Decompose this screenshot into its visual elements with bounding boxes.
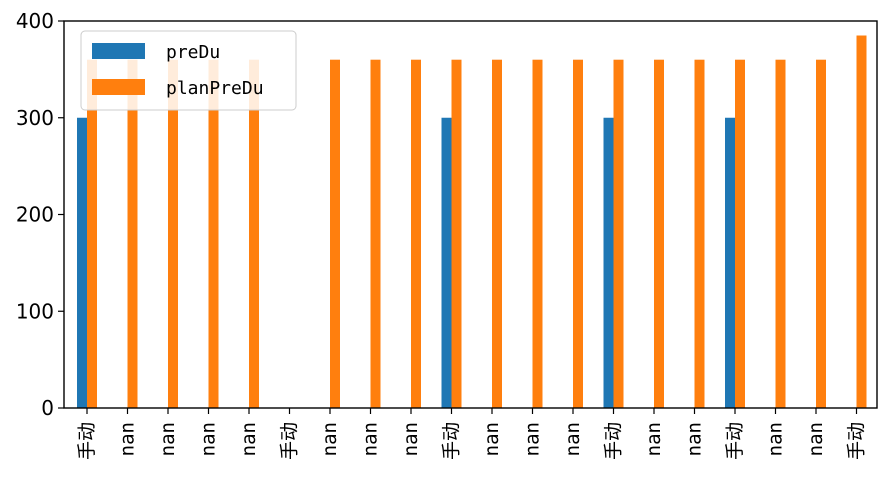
bar-planpredu-11 [532, 59, 543, 408]
x-tick-label: nan [360, 422, 382, 456]
x-tick-label: nan [522, 422, 544, 456]
bar-planpredu-13 [613, 59, 624, 408]
bar-predu-0 [77, 117, 87, 408]
bar-planpredu-3 [208, 59, 219, 408]
x-tick-label: nan [198, 422, 220, 456]
x-tick-label: 手动 [603, 422, 625, 460]
bar-planpredu-8 [411, 59, 421, 408]
bar-predu-13 [603, 117, 614, 408]
x-tick-label: nan [319, 422, 341, 456]
bar-planpredu-6 [330, 59, 340, 408]
x-tick-label: nan [400, 422, 422, 456]
bar-planpredu-10 [492, 59, 502, 408]
bar-planpredu-18 [816, 59, 826, 408]
x-tick-label: nan [157, 422, 179, 456]
legend: preDu planPreDu [80, 30, 297, 111]
x-tick-label: nan [238, 422, 260, 456]
y-tick-label: 200 [16, 203, 54, 227]
x-tick-label: nan [481, 422, 503, 456]
bar-planpredu-12 [573, 59, 583, 408]
bar-planpredu-7 [370, 59, 381, 408]
bar-planpredu-2 [168, 59, 178, 408]
bar-predu-16 [725, 117, 735, 408]
y-tick-label: 300 [16, 106, 54, 130]
bar-predu-9 [441, 117, 452, 408]
legend-label-predu: preDu [166, 42, 220, 63]
x-tick-label: 手动 [846, 422, 868, 460]
x-tick-label: nan [684, 422, 706, 456]
bars-group [77, 35, 867, 408]
bar-planpredu-0 [87, 59, 97, 408]
x-tick-label: nan [765, 422, 787, 456]
bar-planpredu-17 [775, 59, 786, 408]
bar-planpredu-15 [694, 59, 705, 408]
y-tick-label: 100 [16, 299, 54, 323]
legend-label-planpredu: planPreDu [166, 78, 264, 99]
bar-planpredu-19 [856, 35, 867, 408]
y-axis-ticks: 0 100 200 300 400 [16, 9, 64, 420]
x-tick-label: 手动 [724, 422, 746, 460]
bar-planpredu-9 [451, 59, 462, 408]
legend-swatch-planpredu [92, 79, 145, 95]
x-tick-label: nan [117, 422, 139, 456]
x-tick-label: 手动 [279, 422, 301, 460]
x-tick-label: nan [562, 422, 584, 456]
bar-planpredu-16 [735, 59, 745, 408]
y-tick-label: 400 [16, 9, 54, 33]
x-axis-ticks: 手动 nan nan nan nan 手动 nan nan nan 手动 nan nan nan 手动 na… [76, 408, 868, 460]
y-tick-label: 0 [41, 396, 54, 420]
x-tick-label: 手动 [441, 422, 463, 460]
bar-planpredu-1 [127, 59, 138, 408]
legend-swatch-predu [92, 43, 145, 59]
bar-planpredu-14 [654, 59, 664, 408]
x-tick-label: nan [643, 422, 665, 456]
bar-planpredu-4 [249, 59, 259, 408]
x-tick-label: nan [805, 422, 827, 456]
x-tick-label: 手动 [76, 422, 98, 460]
